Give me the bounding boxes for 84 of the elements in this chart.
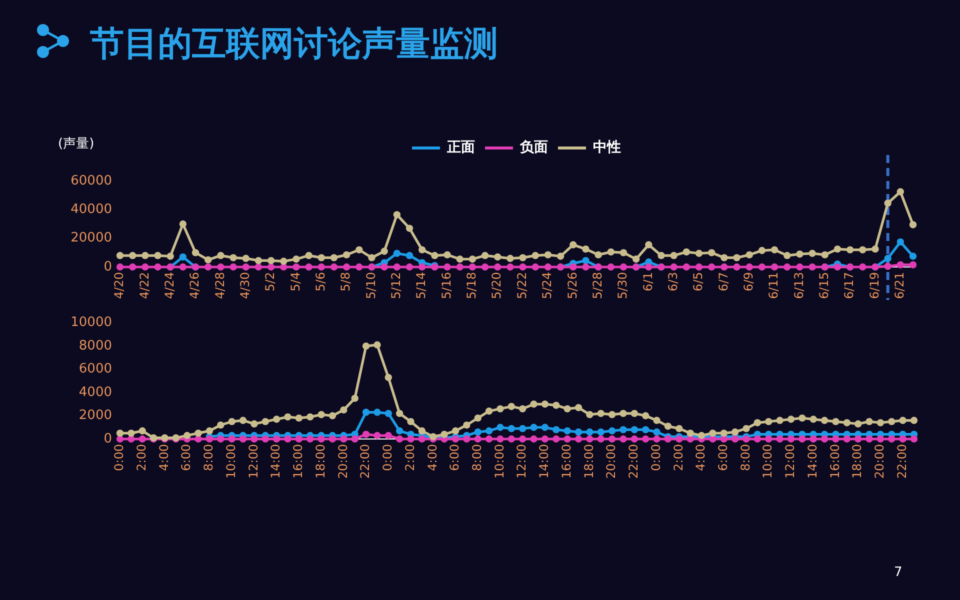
x-tick-label: 5/10 xyxy=(364,272,378,299)
x-tick-label: 8:00 xyxy=(202,444,216,471)
x-tick-label: 6/13 xyxy=(792,272,806,299)
y-axis-title: (声量) xyxy=(58,136,94,152)
x-tick-label: 5/30 xyxy=(616,272,630,299)
x-tick-label: 2:00 xyxy=(671,444,686,471)
x-tick-label: 18:00 xyxy=(850,444,864,479)
x-tick-label: 6/11 xyxy=(766,272,781,299)
x-tick-label: 16:00 xyxy=(559,444,574,479)
x-tick-label: 20:00 xyxy=(336,444,350,479)
x-tick-label: 5/16 xyxy=(439,272,454,299)
y-tick-label: 4000 xyxy=(78,384,112,400)
x-tick-label: 5/26 xyxy=(565,272,580,299)
x-tick-label: 16:00 xyxy=(828,444,842,479)
x-tick-label: 12:00 xyxy=(514,444,529,479)
x-tick-label: 5/28 xyxy=(590,272,604,299)
x-tick-label: 22:00 xyxy=(358,444,372,479)
y-tick-label: 2000 xyxy=(78,408,112,424)
x-tick-label: 4/22 xyxy=(137,272,152,299)
x-tick-label: 4/28 xyxy=(212,272,227,299)
x-tick-label: 5/12 xyxy=(389,272,404,299)
x-tick-label: 10:00 xyxy=(224,444,238,479)
legend-label: 负面 xyxy=(519,140,548,156)
x-tick-label: 8:00 xyxy=(470,444,484,471)
x-tick-label: 6:00 xyxy=(448,444,462,471)
x-tick-label: 8:00 xyxy=(738,444,752,471)
x-tick-label: 10:00 xyxy=(760,444,775,479)
x-tick-label: 4/26 xyxy=(188,272,202,299)
y-tick-label: 20000 xyxy=(70,230,112,246)
x-tick-label: 0:00 xyxy=(380,444,395,471)
x-tick-label: 20:00 xyxy=(872,444,887,479)
x-tick-label: 22:00 xyxy=(626,444,641,479)
x-tick-label: 14:00 xyxy=(537,444,552,479)
x-tick-label: 14:00 xyxy=(268,444,283,479)
y-tick-label: 60000 xyxy=(70,173,112,188)
x-tick-label: 4:00 xyxy=(694,444,708,471)
y-tick-label: 10000 xyxy=(70,315,112,330)
x-tick-label: 5/24 xyxy=(540,272,554,299)
x-tick-label: 10:00 xyxy=(492,444,506,479)
x-tick-label: 6/3 xyxy=(666,272,680,292)
x-tick-label: 16:00 xyxy=(291,444,306,479)
x-tick-label: 4/30 xyxy=(238,272,252,299)
x-tick-label: 2:00 xyxy=(134,444,148,471)
chart-title: 节目的互联网讨论声量监测 xyxy=(90,24,498,64)
y-tick-label: 8000 xyxy=(78,338,112,354)
x-tick-label: 5/6 xyxy=(314,272,328,292)
x-tick-label: 6/7 xyxy=(716,272,730,292)
x-tick-label: 6/1 xyxy=(640,272,655,292)
x-tick-label: 18:00 xyxy=(582,444,596,479)
x-tick-label: 5/22 xyxy=(514,272,529,299)
x-tick-label: 6:00 xyxy=(716,444,730,471)
x-tick-label: 5/20 xyxy=(490,272,504,299)
x-tick-label: 22:00 xyxy=(894,444,909,479)
legend-label: 中性 xyxy=(593,140,621,156)
x-tick-label: 5/18 xyxy=(464,272,479,299)
x-tick-label: 12:00 xyxy=(246,444,260,479)
x-tick-label: 20:00 xyxy=(604,444,618,479)
y-tick-label: 40000 xyxy=(70,202,112,218)
x-tick-label: 0:00 xyxy=(112,444,126,471)
x-tick-label: 5/2 xyxy=(263,272,278,292)
x-tick-label: 4:00 xyxy=(156,444,171,471)
x-tick-label: 6/19 xyxy=(867,272,882,299)
y-tick-label: 0 xyxy=(104,259,112,274)
x-tick-label: 6/17 xyxy=(842,272,856,299)
x-tick-label: 14:00 xyxy=(805,444,820,479)
x-tick-label: 4/24 xyxy=(162,272,176,299)
text: 7 xyxy=(894,565,902,580)
x-tick-label: 4/20 xyxy=(112,272,126,299)
x-tick-label: 6/5 xyxy=(691,272,706,292)
x-tick-label: 6/9 xyxy=(741,272,756,292)
x-tick-label: 2:00 xyxy=(402,444,417,471)
x-tick-label: 5/14 xyxy=(414,272,428,299)
x-tick-label: 6:00 xyxy=(179,444,194,471)
x-tick-label: 5/8 xyxy=(338,272,353,292)
y-tick-label: 0 xyxy=(104,431,112,446)
x-tick-label: 4:00 xyxy=(425,444,440,471)
x-tick-label: 0:00 xyxy=(648,444,663,471)
x-tick-label: 5/4 xyxy=(288,272,302,292)
x-tick-label: 12:00 xyxy=(783,444,798,479)
x-tick-label: 18:00 xyxy=(313,444,328,479)
x-tick-label: 6/21 xyxy=(892,272,907,299)
x-tick-label: 6/15 xyxy=(817,272,832,299)
y-tick-label: 6000 xyxy=(78,362,112,377)
legend-label: 正面 xyxy=(446,140,475,156)
